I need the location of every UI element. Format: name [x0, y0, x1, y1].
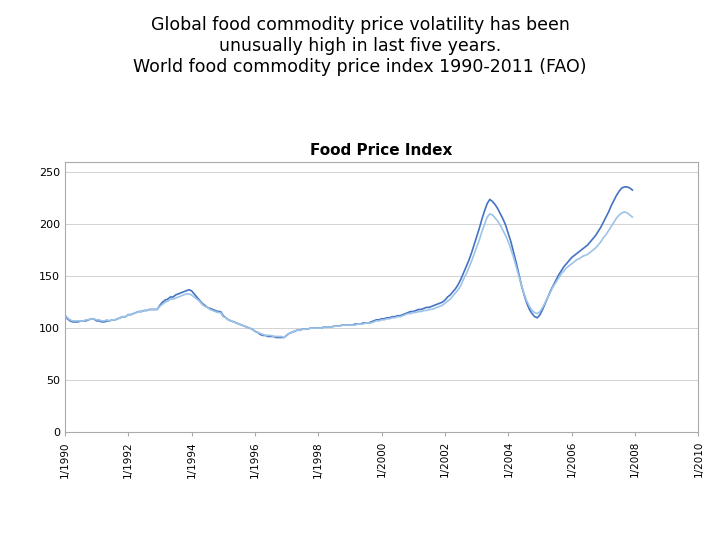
Real Food Price Index: [628, 214, 636, 220]
Real Food Price Index: [203, 304, 212, 310]
Nominal Food Price Index: [271, 334, 280, 341]
Real Food Price Index: [60, 312, 69, 318]
Real Food Price Index: [279, 334, 288, 341]
Legend: Nominal Food Price Index, Real Food Price Index: Nominal Food Price Index, Real Food Pric…: [129, 537, 482, 540]
Nominal Food Price Index: [203, 304, 212, 310]
Nominal Food Price Index: [60, 313, 69, 319]
Real Food Price Index: [187, 292, 196, 298]
Title: Food Price Index: Food Price Index: [310, 143, 453, 158]
Real Food Price Index: [390, 314, 399, 321]
Line: Real Food Price Index: Real Food Price Index: [65, 212, 632, 338]
Nominal Food Price Index: [499, 216, 508, 222]
Nominal Food Price Index: [390, 314, 399, 320]
Nominal Food Price Index: [544, 294, 552, 300]
Real Food Price Index: [620, 208, 629, 215]
Real Food Price Index: [499, 227, 508, 234]
Line: Nominal Food Price Index: Nominal Food Price Index: [65, 187, 632, 338]
Text: Global food commodity price volatility has been
unusually high in last five year: Global food commodity price volatility h…: [133, 16, 587, 76]
Nominal Food Price Index: [385, 314, 394, 321]
Nominal Food Price Index: [620, 184, 629, 190]
Real Food Price Index: [544, 294, 552, 300]
Nominal Food Price Index: [628, 187, 636, 193]
Real Food Price Index: [385, 315, 394, 322]
Nominal Food Price Index: [187, 287, 196, 294]
